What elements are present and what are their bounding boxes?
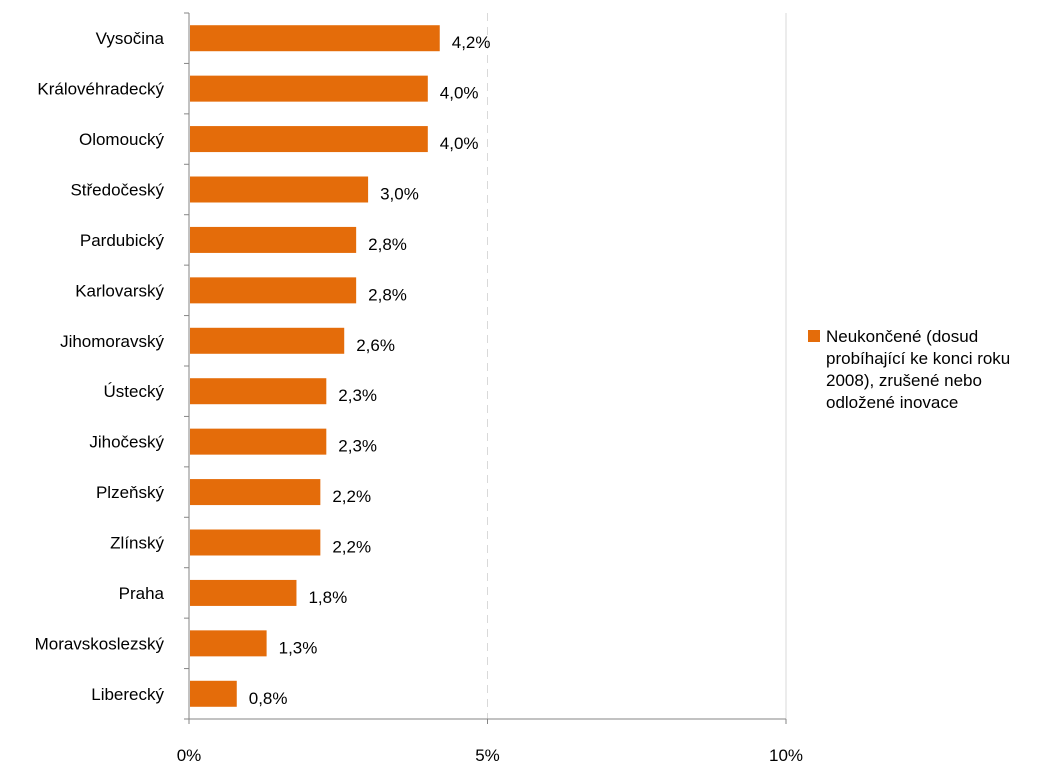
x-tick-label: 0% — [177, 746, 202, 765]
bar — [190, 378, 327, 405]
category-label: Plzeňský — [96, 483, 165, 502]
category-labels: Vysočina Královéhradecký Olomoucký Středoče… — [35, 29, 165, 704]
legend: Neukončené (dosud probíhající ke konci r… — [808, 326, 1044, 414]
bar — [190, 579, 297, 606]
category-label: Zlínský — [110, 534, 164, 553]
category-label: Moravskoslezský — [35, 634, 165, 653]
legend-series-label: Neukončené (dosud probíhající ke konci r… — [826, 327, 1011, 412]
data-label: 1,3% — [279, 638, 318, 657]
data-label: 2,2% — [332, 538, 371, 557]
data-label: 4,2% — [452, 33, 491, 52]
bar — [190, 25, 440, 52]
category-label: Jihomoravský — [60, 332, 164, 351]
data-label: 2,6% — [356, 336, 395, 355]
bar — [190, 277, 357, 304]
category-label: Vysočina — [96, 29, 165, 48]
bar — [190, 428, 327, 455]
data-label: 3,0% — [380, 185, 419, 204]
tick-labels: 0% 5% 10% — [177, 746, 803, 765]
legend-swatch — [808, 330, 820, 342]
category-label: Středočeský — [70, 181, 164, 200]
data-label: 1,8% — [308, 588, 347, 607]
category-label: Jihočeský — [89, 433, 164, 452]
bars — [190, 25, 440, 707]
bar — [190, 75, 428, 102]
category-label: Královéhradecký — [37, 80, 164, 99]
category-label: Ústecký — [104, 382, 165, 401]
x-tick-label: 5% — [475, 746, 500, 765]
category-label: Karlovarský — [75, 281, 164, 300]
data-label: 0,8% — [249, 689, 288, 708]
category-label: Olomoucký — [79, 130, 165, 149]
bar — [190, 226, 357, 253]
bar — [190, 630, 267, 657]
category-label: Liberecký — [91, 685, 164, 704]
bar — [190, 479, 321, 506]
data-label: 4,0% — [440, 84, 479, 103]
gridlines — [487, 13, 787, 719]
data-labels: 4,2% 4,0% 4,0% 3,0% 2,8% 2,8% 2,6% 2,3% 2,3% 2,2%… — [249, 33, 491, 708]
bar — [190, 176, 369, 203]
data-label: 2,2% — [332, 487, 371, 506]
data-label: 2,8% — [368, 235, 407, 254]
category-label: Pardubický — [80, 231, 165, 250]
axes — [184, 12, 787, 724]
x-tick-label: 10% — [769, 746, 803, 765]
bar — [190, 327, 345, 354]
bar — [190, 680, 237, 707]
data-label: 2,8% — [368, 285, 407, 304]
data-label: 4,0% — [440, 134, 479, 153]
data-label: 2,3% — [338, 437, 377, 456]
category-label: Praha — [119, 584, 165, 603]
bar — [190, 126, 428, 153]
data-label: 2,3% — [338, 386, 377, 405]
bar — [190, 529, 321, 556]
